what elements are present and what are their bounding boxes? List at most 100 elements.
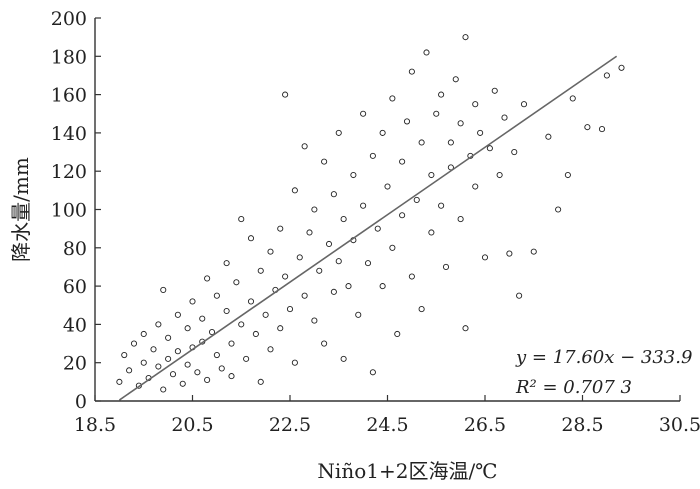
data-point xyxy=(345,283,352,290)
data-point xyxy=(506,250,513,257)
data-point xyxy=(335,129,342,136)
y-tick-label: 140 xyxy=(51,123,87,145)
x-tick-label: 22.5 xyxy=(269,414,311,436)
data-point xyxy=(364,260,372,267)
data-point xyxy=(160,286,167,293)
y-tick-label: 60 xyxy=(63,276,87,298)
data-point xyxy=(374,225,381,232)
data-point xyxy=(233,279,240,286)
data-point xyxy=(208,329,216,336)
y-axis-title: 降水量/mm xyxy=(9,157,33,262)
data-point xyxy=(618,64,625,71)
y-tick-label: 120 xyxy=(51,161,87,183)
data-point xyxy=(418,306,425,313)
data-point xyxy=(247,235,255,242)
x-tick-label: 30.5 xyxy=(659,414,700,436)
data-points xyxy=(116,34,625,393)
y-tick-label: 40 xyxy=(63,314,87,336)
data-point xyxy=(262,311,269,318)
data-point xyxy=(418,139,425,146)
data-point xyxy=(350,171,357,179)
y-tick-label: 20 xyxy=(63,353,87,375)
data-point xyxy=(584,124,591,131)
data-point xyxy=(204,376,211,383)
data-point xyxy=(116,378,123,385)
data-point xyxy=(126,367,133,374)
y-tick-label: 200 xyxy=(51,8,87,30)
data-point xyxy=(165,334,172,341)
y-tick-label: 160 xyxy=(51,85,87,107)
data-point xyxy=(296,254,303,261)
data-point xyxy=(325,240,333,248)
x-tick-label: 24.5 xyxy=(366,414,408,436)
data-point xyxy=(316,267,323,274)
data-point xyxy=(530,248,537,255)
data-point xyxy=(516,292,523,299)
data-point xyxy=(243,355,250,362)
data-point xyxy=(174,311,181,318)
data-point xyxy=(267,248,274,255)
data-point xyxy=(194,369,201,376)
data-point xyxy=(408,68,415,75)
y-tick-label: 80 xyxy=(63,238,87,260)
data-point xyxy=(140,359,147,366)
data-point xyxy=(491,87,498,94)
data-point xyxy=(277,325,284,332)
y-axis: 0 20 40 60 80 100 120 140 160 180 200 xyxy=(51,8,101,413)
data-point xyxy=(598,126,606,133)
data-point xyxy=(379,129,386,136)
data-point xyxy=(213,292,220,299)
data-point xyxy=(360,110,367,117)
regression-equation: y = 17.60x − 333.9 xyxy=(515,347,692,368)
data-point xyxy=(496,171,503,179)
data-point xyxy=(413,196,420,203)
data-point xyxy=(174,348,181,355)
data-point xyxy=(291,359,298,366)
data-point xyxy=(257,267,264,274)
data-point xyxy=(238,216,245,223)
data-point xyxy=(228,373,235,380)
data-point xyxy=(379,283,386,290)
data-point xyxy=(564,171,571,179)
data-point xyxy=(457,216,464,223)
data-point xyxy=(160,386,167,393)
data-point xyxy=(286,306,294,313)
data-point xyxy=(311,317,318,324)
x-tick-label: 28.5 xyxy=(561,414,603,436)
data-point xyxy=(603,72,610,79)
data-point xyxy=(165,355,172,362)
data-point xyxy=(472,183,479,190)
data-point xyxy=(204,275,211,282)
data-point xyxy=(438,202,445,209)
data-point xyxy=(433,110,440,117)
data-point xyxy=(369,152,376,159)
data-point xyxy=(511,148,518,156)
data-point xyxy=(335,258,342,265)
data-point xyxy=(140,330,147,338)
data-point xyxy=(486,145,493,152)
data-point xyxy=(428,229,435,236)
data-point xyxy=(545,133,552,140)
data-point xyxy=(213,351,220,359)
data-point xyxy=(477,129,484,136)
data-point xyxy=(238,321,245,328)
data-point xyxy=(481,254,489,261)
data-point xyxy=(457,120,464,127)
data-point xyxy=(428,171,435,179)
data-point xyxy=(321,340,328,347)
data-point xyxy=(569,95,576,102)
data-point xyxy=(408,273,415,280)
x-tick-label: 18.5 xyxy=(74,414,116,436)
data-point xyxy=(520,101,528,108)
y-tick-label: 100 xyxy=(51,200,87,222)
data-point xyxy=(389,244,396,251)
data-point xyxy=(228,340,235,347)
data-point xyxy=(223,260,230,267)
data-point xyxy=(340,355,347,362)
data-point xyxy=(438,91,445,98)
data-point xyxy=(355,311,362,318)
data-point xyxy=(155,363,162,370)
data-point xyxy=(472,101,479,108)
data-point xyxy=(452,76,459,83)
data-point xyxy=(462,325,469,332)
